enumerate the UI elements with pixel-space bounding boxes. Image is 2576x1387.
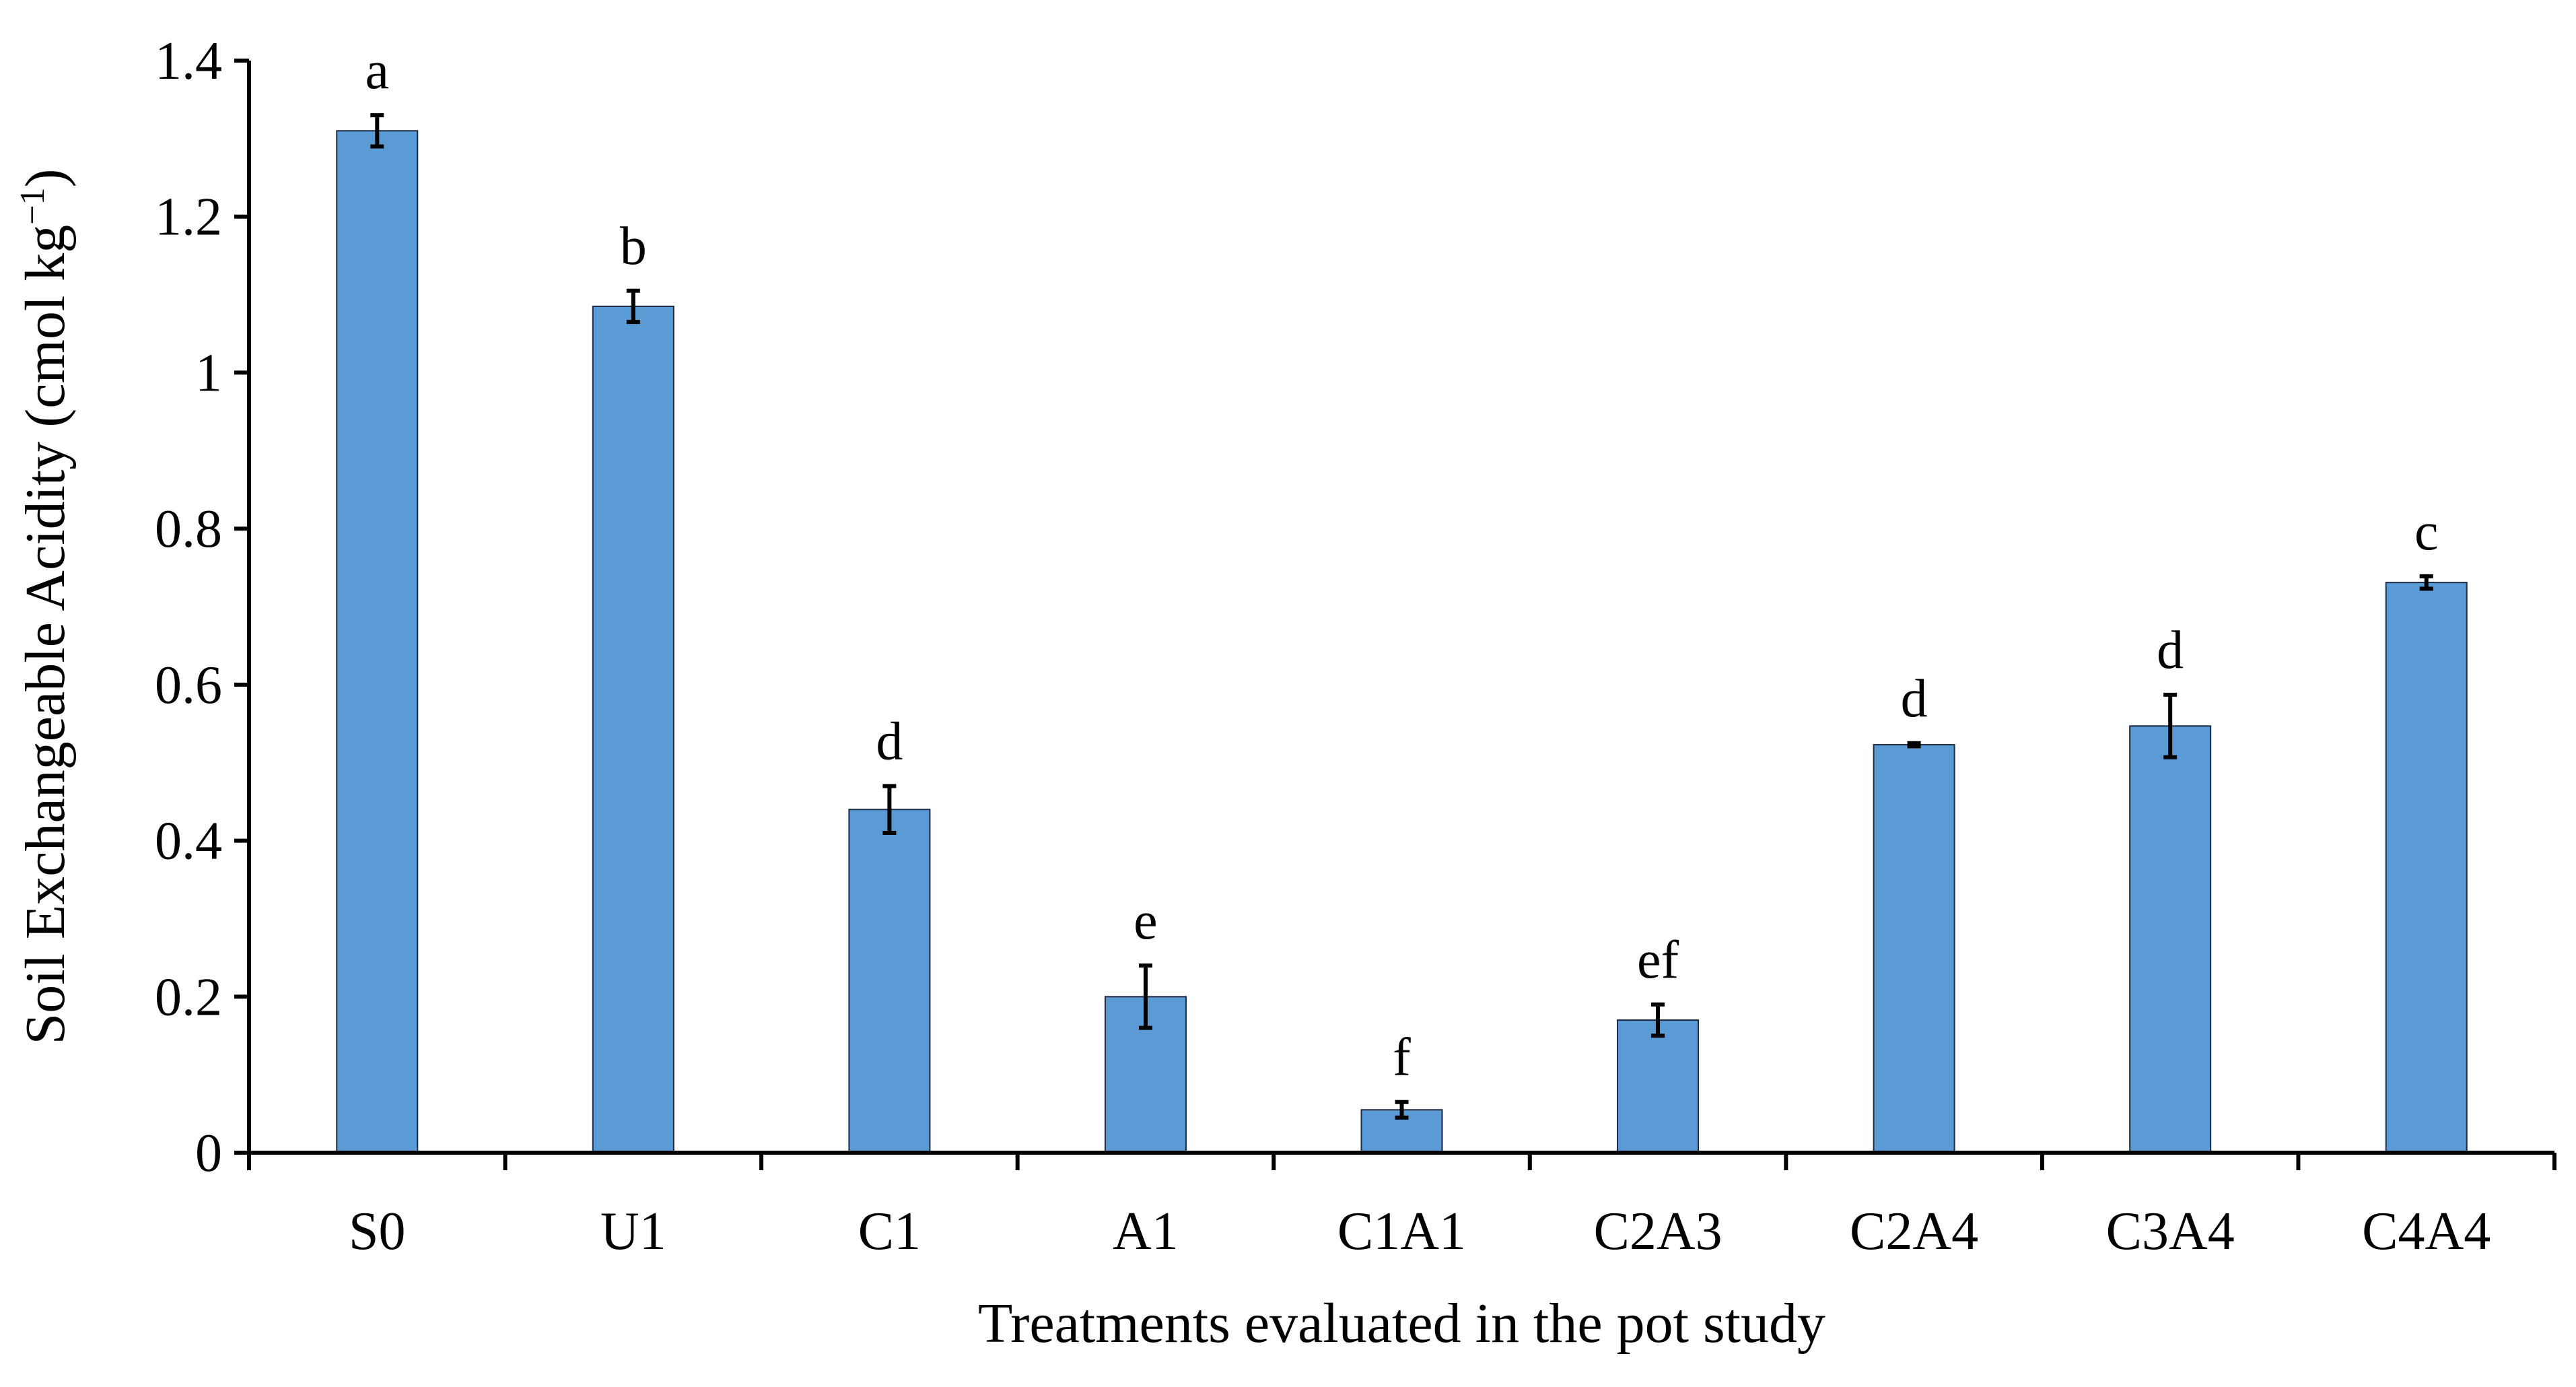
bar-s0 [336, 130, 419, 1153]
x-tick-label: U1 [600, 1202, 666, 1261]
significance-letter: d [876, 712, 903, 771]
significance-letter: d [2157, 621, 2184, 680]
y-tick-label: 0.6 [155, 656, 222, 715]
x-tick-label: C1 [858, 1202, 921, 1261]
x-tick-label: A1 [1113, 1202, 1179, 1261]
bar-c3a4 [2129, 725, 2212, 1154]
x-tick-label: S0 [349, 1202, 406, 1261]
significance-letter: b [620, 217, 647, 276]
significance-letter: e [1134, 891, 1158, 951]
x-tick-label: C1A1 [1337, 1202, 1466, 1261]
significance-letter: d [1901, 669, 1928, 729]
bar-c2a4 [1873, 744, 1955, 1153]
y-tick-label: 0.2 [155, 968, 222, 1027]
significance-letter: c [2414, 502, 2439, 562]
x-tick-label: C2A3 [1593, 1202, 1722, 1261]
y-tick-label: 0.8 [155, 500, 222, 559]
y-axis-title-close: ) [14, 168, 77, 187]
y-axis-title-superscript: −1 [13, 187, 52, 224]
y-axis: 0 0.2 0.4 0.6 0.8 1 1.2 1.4 [155, 32, 251, 1183]
bar-c1 [848, 809, 931, 1153]
bar-c2a3 [1617, 1019, 1700, 1153]
bar-c4a4 [2385, 582, 2468, 1153]
y-axis-title: Soil Exchangeable Acidity (cmol kg−1) [13, 168, 77, 1044]
x-tick-label: C2A4 [1850, 1202, 1978, 1261]
x-tick-label: C3A4 [2106, 1202, 2235, 1261]
x-axis: S0 U1 C1 A1 C1A1 C2A3 C2A4 C3A4 C4A4 [247, 1151, 2556, 1261]
y-tick-label: 1.2 [155, 188, 222, 247]
significance-letter: ef [1637, 931, 1679, 990]
significance-letter: f [1393, 1028, 1411, 1087]
y-tick-label: 1.4 [155, 32, 222, 91]
y-axis-title-main: Soil Exchangeable Acidity (cmol kg [14, 225, 77, 1045]
y-tick-label: 0.4 [155, 812, 222, 871]
bar-u1 [592, 305, 674, 1154]
significance-letter: a [365, 41, 390, 100]
y-tick-label: 1 [195, 343, 222, 403]
x-axis-title: Treatments evaluated in the pot study [978, 1292, 1825, 1355]
y-tick-label: 0 [195, 1124, 222, 1183]
x-tick-label: C4A4 [2362, 1202, 2491, 1261]
